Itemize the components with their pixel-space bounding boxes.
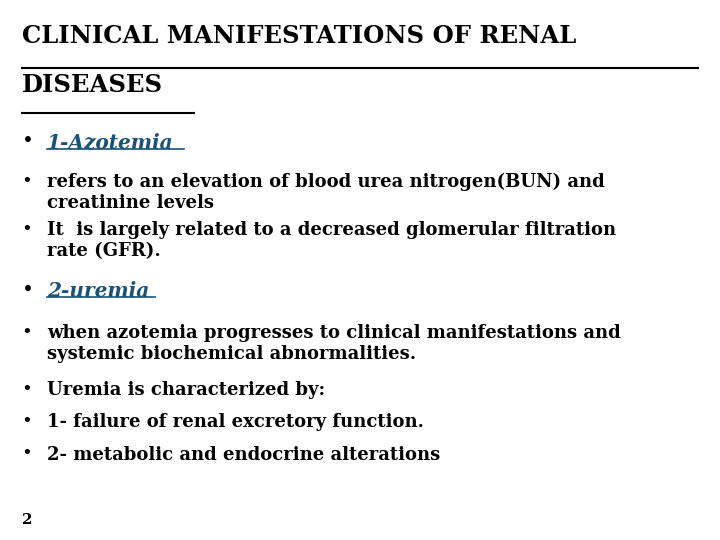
Text: •: • xyxy=(22,324,32,342)
Text: 1- failure of renal excretory function.: 1- failure of renal excretory function. xyxy=(47,413,424,431)
Text: •: • xyxy=(22,132,33,151)
Text: 2-uremia: 2-uremia xyxy=(47,281,149,301)
Text: •: • xyxy=(22,381,32,399)
Text: when azotemia progresses to clinical manifestations and
systemic biochemical abn: when azotemia progresses to clinical man… xyxy=(47,324,621,363)
Text: CLINICAL MANIFESTATIONS OF RENAL: CLINICAL MANIFESTATIONS OF RENAL xyxy=(22,24,576,48)
Text: Uremia is characterized by:: Uremia is characterized by: xyxy=(47,381,325,399)
Text: refers to an elevation of blood urea nitrogen(BUN) and
creatinine levels: refers to an elevation of blood urea nit… xyxy=(47,173,605,212)
Text: It  is largely related to a decreased glomerular filtration
rate (GFR).: It is largely related to a decreased glo… xyxy=(47,221,616,260)
Text: •: • xyxy=(22,221,32,239)
Text: 1-Azotemia: 1-Azotemia xyxy=(47,132,174,152)
Text: •: • xyxy=(22,173,32,191)
Text: DISEASES: DISEASES xyxy=(22,73,163,97)
Text: •: • xyxy=(22,446,32,463)
Text: 2- metabolic and endocrine alterations: 2- metabolic and endocrine alterations xyxy=(47,446,440,463)
Text: 2: 2 xyxy=(22,512,32,526)
Text: •: • xyxy=(22,413,32,431)
Text: •: • xyxy=(22,281,33,300)
